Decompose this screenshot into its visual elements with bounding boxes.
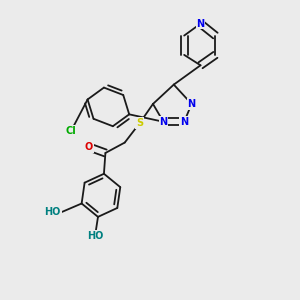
Text: O: O [85, 142, 93, 152]
Text: N: N [188, 99, 196, 109]
Text: N: N [159, 117, 167, 127]
Text: Cl: Cl [66, 126, 76, 136]
Text: HO: HO [87, 231, 103, 241]
Text: HO: HO [44, 207, 61, 218]
Text: N: N [196, 19, 205, 29]
Text: N: N [180, 117, 188, 127]
Text: S: S [136, 118, 143, 128]
